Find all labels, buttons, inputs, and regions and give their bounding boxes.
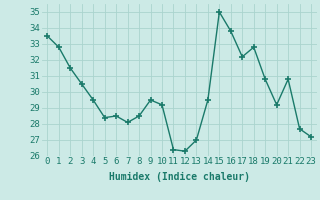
X-axis label: Humidex (Indice chaleur): Humidex (Indice chaleur) — [109, 172, 250, 182]
